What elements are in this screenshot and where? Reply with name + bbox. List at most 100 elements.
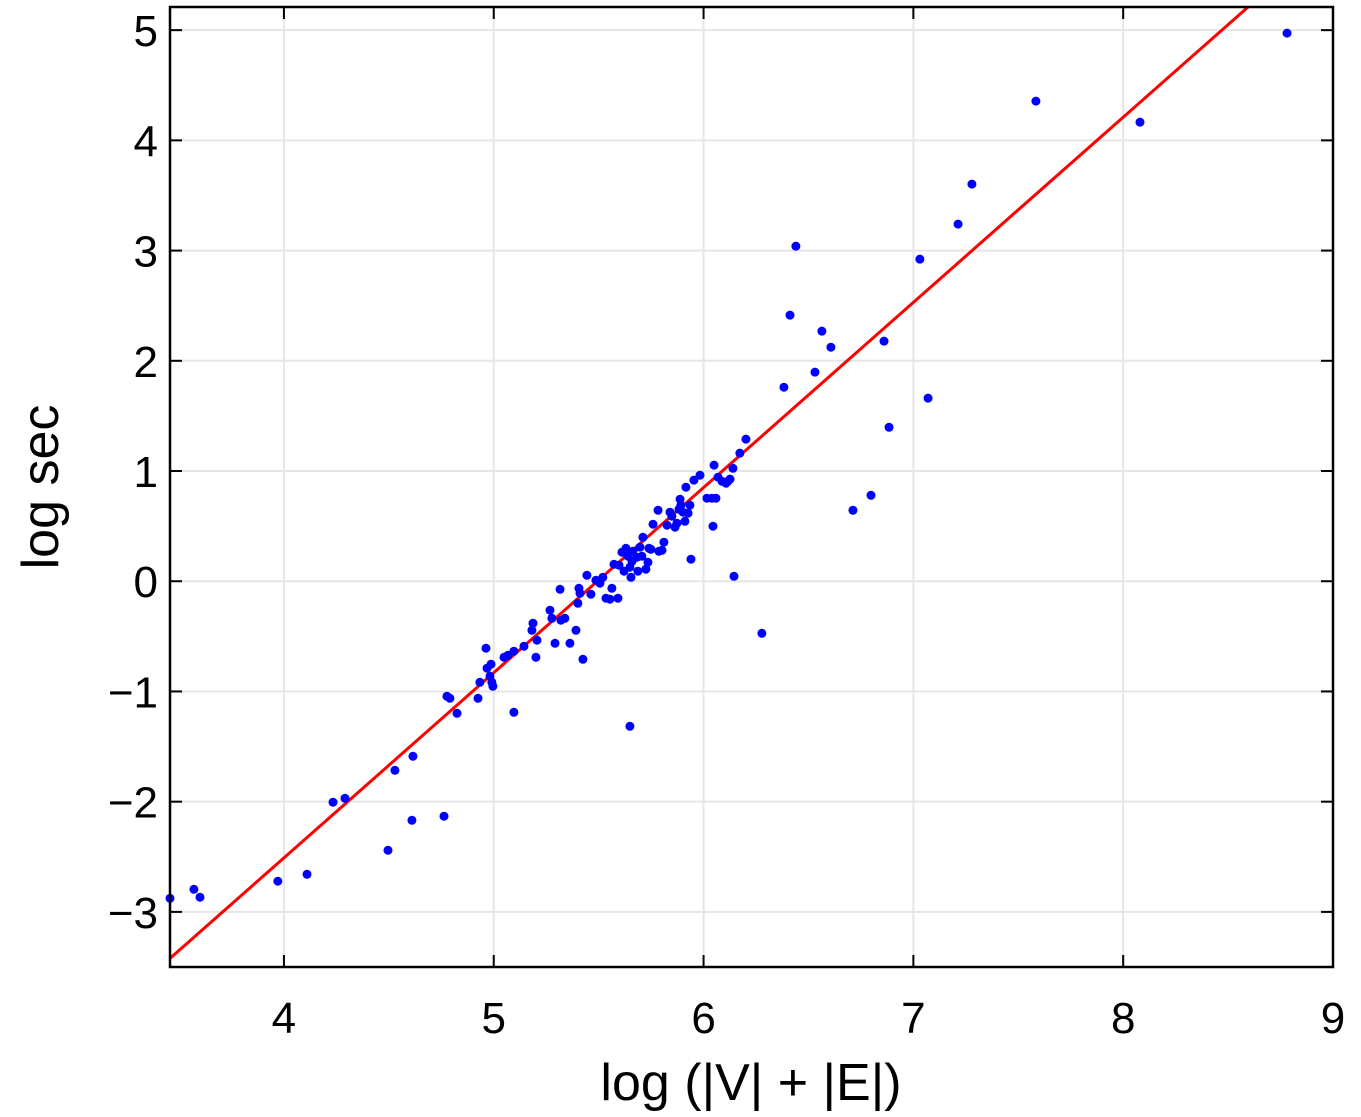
data-point [648,519,658,529]
data-point [605,594,615,604]
data-point [817,326,827,336]
data-point [340,793,350,803]
data-point [527,625,537,635]
plot-frame [168,5,1335,969]
y-tick-label: −3 [108,889,158,938]
data-point [625,721,635,731]
y-tick-label: 5 [134,7,158,56]
data-point [1282,28,1292,38]
data-point [785,310,795,320]
y-tick-label: 0 [134,558,158,607]
data-point [676,500,686,510]
data-points [165,28,1292,903]
x-tick-label: 5 [482,994,506,1043]
data-point [646,544,656,554]
data-point [667,511,677,521]
y-tick-label: 1 [134,448,158,497]
data-point [621,543,631,553]
data-point [683,508,693,518]
data-point [967,179,977,189]
data-point [735,448,745,458]
data-point [547,613,557,623]
data-point [486,659,496,669]
data-point [638,532,648,542]
data-point [390,765,400,775]
data-point [532,635,542,645]
data-point [560,613,570,623]
data-point [711,493,721,503]
data-point [408,751,418,761]
data-point [509,646,519,656]
data-point [439,811,449,821]
x-axis-label: log (|V| + |E|) [600,1054,901,1112]
data-point [653,505,663,515]
data-point [578,654,588,664]
data-point [923,393,933,403]
data-point [607,583,617,593]
data-point [575,588,585,598]
data-point [757,628,767,638]
data-point [915,254,925,264]
y-tick-label: 4 [134,117,158,166]
x-tick-label: 9 [1321,994,1345,1043]
data-point [635,542,645,552]
data-point [328,797,338,807]
x-tick-label: 7 [901,994,925,1043]
data-point [689,475,699,485]
data-point [657,545,667,555]
data-point [565,638,575,648]
x-tick-label: 6 [691,994,715,1043]
data-point [545,605,555,615]
data-point [680,516,690,526]
data-point [452,708,462,718]
data-point [779,382,789,392]
fit-line [169,5,1250,960]
data-point [302,869,312,879]
data-point [791,241,801,251]
data-point [273,876,283,886]
data-point [728,463,738,473]
data-point [695,470,705,480]
data-point [729,571,739,581]
y-tick-label: −2 [108,779,158,828]
data-point [383,845,393,855]
data-point [708,521,718,531]
data-point [407,815,417,825]
data-point [528,618,538,628]
data-point [614,560,624,570]
grid [170,7,1334,967]
data-point [582,570,592,580]
data-point [633,566,643,576]
data-point [626,572,636,582]
data-point [848,505,858,515]
tick-labels: 4 5 6 7 8 9 −3 −2 −1 0 1 2 3 4 5 [108,7,1345,1043]
data-point [571,625,581,635]
data-point [573,598,583,608]
data-point [662,520,672,530]
data-point [659,537,669,547]
data-point [741,434,751,444]
data-point [866,490,876,500]
data-point [685,500,695,510]
data-point [641,564,651,574]
data-point [613,593,623,603]
data-point [189,884,199,894]
data-point [445,693,455,703]
data-point [686,554,696,564]
data-point [519,641,529,651]
data-point [725,474,735,484]
data-point [810,367,820,377]
y-axis-label: log sec [12,405,70,570]
data-point [475,677,485,687]
fit-line-group [169,5,1250,960]
ticks [170,7,1334,967]
data-point [672,518,682,528]
data-point [643,557,653,567]
y-tick-label: 3 [134,228,158,277]
data-point [531,652,541,662]
x-tick-label: 4 [272,994,296,1043]
data-point [586,589,596,599]
data-point [709,460,719,470]
data-point [884,422,894,432]
data-point [488,681,498,691]
